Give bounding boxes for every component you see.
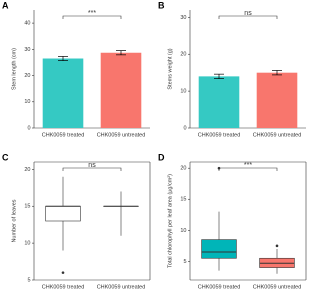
- x-tick-label: CHK0059 treated: [198, 132, 241, 138]
- panel-letter: A: [2, 0, 9, 10]
- significance-label: ***: [244, 162, 252, 169]
- x-tick-label: CHK0059 untreated: [253, 132, 302, 138]
- y-tick-label: 30: [24, 47, 30, 53]
- y-tick-label: 20: [180, 52, 186, 58]
- y-tick-label: 10: [180, 89, 186, 95]
- y-tick-label: 5: [183, 259, 186, 265]
- box: [201, 239, 237, 259]
- y-tick-label: 5: [27, 277, 30, 283]
- y-tick-label: 10: [24, 99, 30, 105]
- y-tick-label: 20: [180, 166, 186, 172]
- y-tick-label: 10: [24, 241, 30, 247]
- y-tick-label: 0: [27, 125, 30, 131]
- x-tick-label: CHK0059 untreated: [253, 284, 302, 290]
- panel-letter: C: [2, 152, 9, 162]
- y-axis-label: Number of leaves: [11, 199, 17, 242]
- significance-bracket: [62, 167, 122, 171]
- x-tick-label: CHK0059 untreated: [97, 132, 146, 138]
- y-tick-label: 15: [180, 197, 186, 203]
- figure: A Stem length (cm) 0 10 20 30 40 CHK0059 treate…: [2, 0, 307, 290]
- y-axis-label: Total chlorophyll per leaf area (µg/cm²): [167, 174, 173, 268]
- y-tick-label: 30: [180, 15, 186, 21]
- y-tick-label: 20: [24, 167, 30, 173]
- panel-letter: D: [158, 152, 165, 162]
- x-tick-label: CHK0059 treated: [198, 284, 241, 290]
- bar: [100, 52, 142, 129]
- significance-bracket: [218, 15, 278, 19]
- y-axis-label: Stem length (cm): [11, 48, 17, 90]
- y-tick-label: 0: [183, 125, 186, 131]
- outlier: [275, 244, 279, 248]
- significance-label: ***: [88, 10, 96, 17]
- x-tick-label: CHK0059 treated: [42, 132, 85, 138]
- y-tick-label: 15: [24, 204, 30, 210]
- y-tick-label: 20: [24, 73, 30, 79]
- panel-letter: B: [158, 0, 165, 10]
- box: [45, 205, 81, 222]
- bar: [198, 76, 240, 128]
- bar: [42, 58, 84, 129]
- x-tick-label: CHK0059 untreated: [97, 284, 146, 290]
- y-axis-label: Stems weight (g): [167, 48, 173, 89]
- outlier: [61, 271, 65, 274]
- y-tick-label: 10: [180, 228, 186, 234]
- significance-label: ns: [244, 10, 252, 17]
- bar: [256, 72, 298, 128]
- significance-bracket: [62, 15, 122, 19]
- significance-bracket: [218, 167, 278, 171]
- y-tick-label: 40: [24, 21, 30, 27]
- significance-label: ns: [88, 162, 96, 169]
- x-tick-label: CHK0059 treated: [42, 284, 85, 290]
